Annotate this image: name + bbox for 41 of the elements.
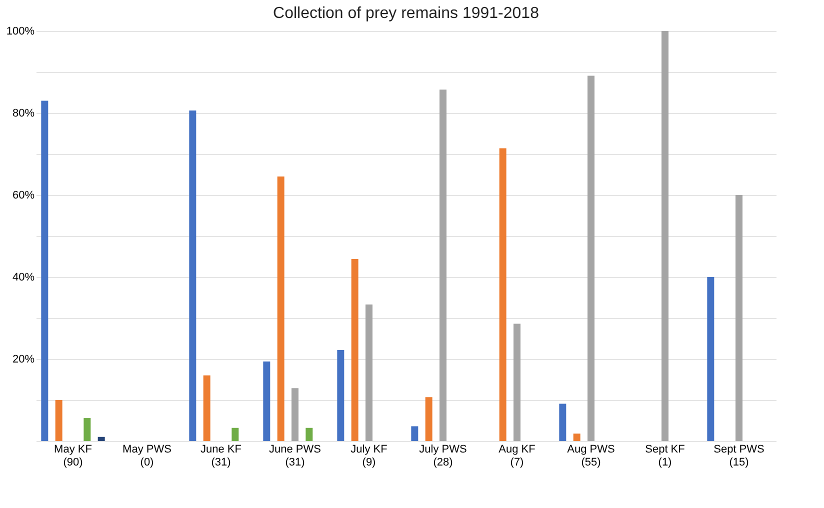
bar [263, 361, 270, 441]
bar [351, 258, 358, 441]
bar [440, 90, 446, 441]
bar [55, 400, 62, 441]
bar [41, 100, 48, 441]
bar [662, 31, 668, 441]
bar [707, 277, 714, 441]
y-tick-label: 40% [12, 272, 35, 284]
bar [366, 304, 372, 441]
bar [559, 404, 566, 441]
x-tick-label: July PWS (28) [419, 444, 467, 468]
bar [514, 324, 520, 441]
bar [736, 195, 742, 441]
bar [411, 426, 418, 441]
bar [98, 436, 105, 441]
bar [277, 176, 284, 441]
bar [499, 148, 506, 441]
bar [573, 434, 580, 441]
bar [203, 375, 210, 441]
x-tick-label: Aug PWS (55) [567, 444, 615, 468]
x-tick-label: June KF (31) [200, 444, 242, 468]
bar [232, 428, 239, 441]
chart-title: Collection of prey remains 1991-2018 [273, 5, 540, 22]
bar [337, 350, 344, 441]
bar [84, 418, 91, 441]
x-tick-label: Aug KF (7) [498, 444, 536, 468]
y-tick-label: 20% [12, 354, 35, 366]
x-tick-label: July KF (9) [350, 444, 388, 468]
y-tick-label: 100% [6, 26, 35, 38]
x-tick-label: May KF (90) [54, 444, 92, 468]
x-tick-label: Sept KF (1) [645, 444, 686, 468]
x-tick-label: June PWS (31) [269, 444, 321, 468]
y-tick-label: 80% [12, 108, 35, 120]
x-tick-label: May PWS (0) [122, 444, 172, 468]
x-tick-label: Sept PWS (15) [714, 444, 764, 468]
bar [189, 110, 196, 441]
y-tick-label: 60% [12, 190, 35, 202]
bar [425, 397, 432, 441]
bar [588, 76, 594, 441]
bar [292, 388, 298, 441]
bar [306, 428, 313, 441]
